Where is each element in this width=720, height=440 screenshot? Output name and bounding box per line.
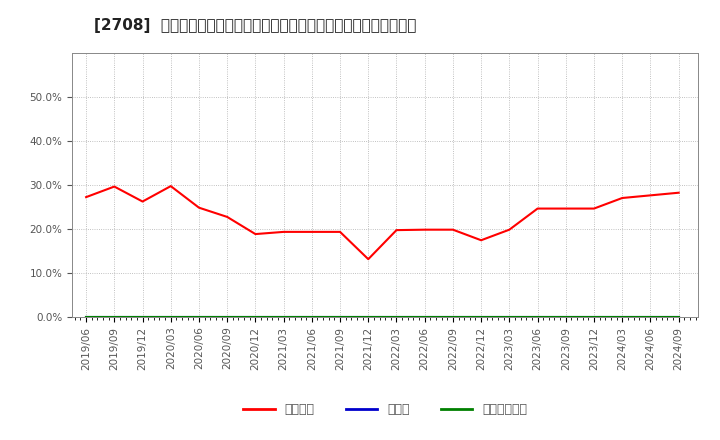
Text: [2708]  自己資本、のれん、繰延税金資産の総資産に対する比率の推移: [2708] 自己資本、のれん、繰延税金資産の総資産に対する比率の推移 xyxy=(94,18,416,33)
Legend: 自己資本, のれん, 繰延税金資産: 自己資本, のれん, 繰延税金資産 xyxy=(238,399,532,422)
